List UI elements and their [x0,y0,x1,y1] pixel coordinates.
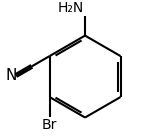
Text: N: N [6,68,17,83]
Text: Br: Br [42,118,57,132]
Text: H₂N: H₂N [57,1,84,15]
